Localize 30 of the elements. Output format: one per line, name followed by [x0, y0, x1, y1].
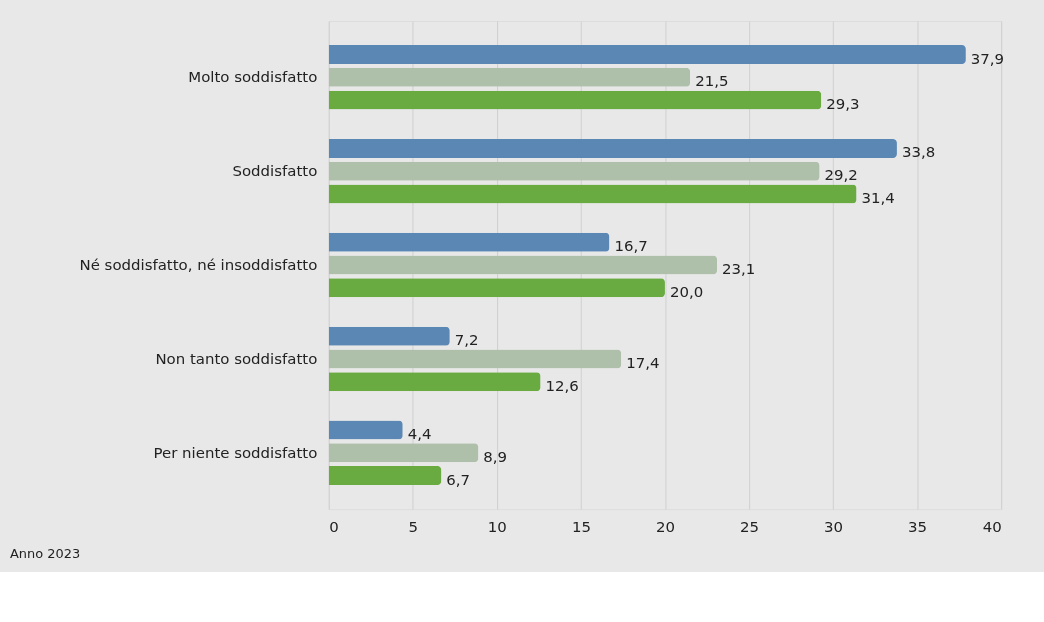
- y-tick-label: Soddisfatto: [232, 162, 318, 181]
- y-tick-label: Molto soddisfatto: [188, 68, 318, 87]
- x-tick-label: 0: [329, 517, 339, 536]
- data-label: 37,9: [970, 49, 1005, 68]
- x-tick-label: 10: [487, 517, 507, 536]
- x-tick-label: 5: [408, 517, 419, 536]
- y-tick-label: Per niente soddisfatto: [153, 443, 318, 462]
- data-label: 29,3: [826, 95, 860, 114]
- data-label: 17,4: [626, 353, 660, 372]
- data-label: 8,9: [483, 447, 508, 466]
- y-tick-label: Né soddisfatto, né insoddisfatto: [79, 256, 318, 275]
- data-label: 31,4: [861, 188, 895, 207]
- data-label: 6,7: [446, 470, 471, 489]
- text: Anno 2023: [9, 545, 81, 561]
- data-label: 33,8: [901, 143, 936, 162]
- x-tick-label: 30: [824, 517, 844, 536]
- data-label: 4,4: [407, 425, 432, 444]
- data-label: 12,6: [545, 376, 579, 395]
- data-label: 16,7: [614, 237, 648, 256]
- data-label: 23,1: [722, 260, 756, 279]
- y-tick-label: Non tanto soddisfatto: [155, 349, 318, 368]
- data-label: 29,2: [824, 166, 858, 185]
- x-tick-label: 35: [908, 517, 928, 536]
- data-label: 21,5: [695, 72, 729, 91]
- data-label: 7,2: [454, 331, 479, 350]
- x-tick-label: 20: [655, 517, 675, 536]
- x-tick-label: 40: [982, 517, 1002, 536]
- data-label: 20,0: [669, 282, 704, 301]
- x-tick-label: 15: [571, 517, 591, 536]
- x-tick-label: 25: [740, 517, 760, 536]
